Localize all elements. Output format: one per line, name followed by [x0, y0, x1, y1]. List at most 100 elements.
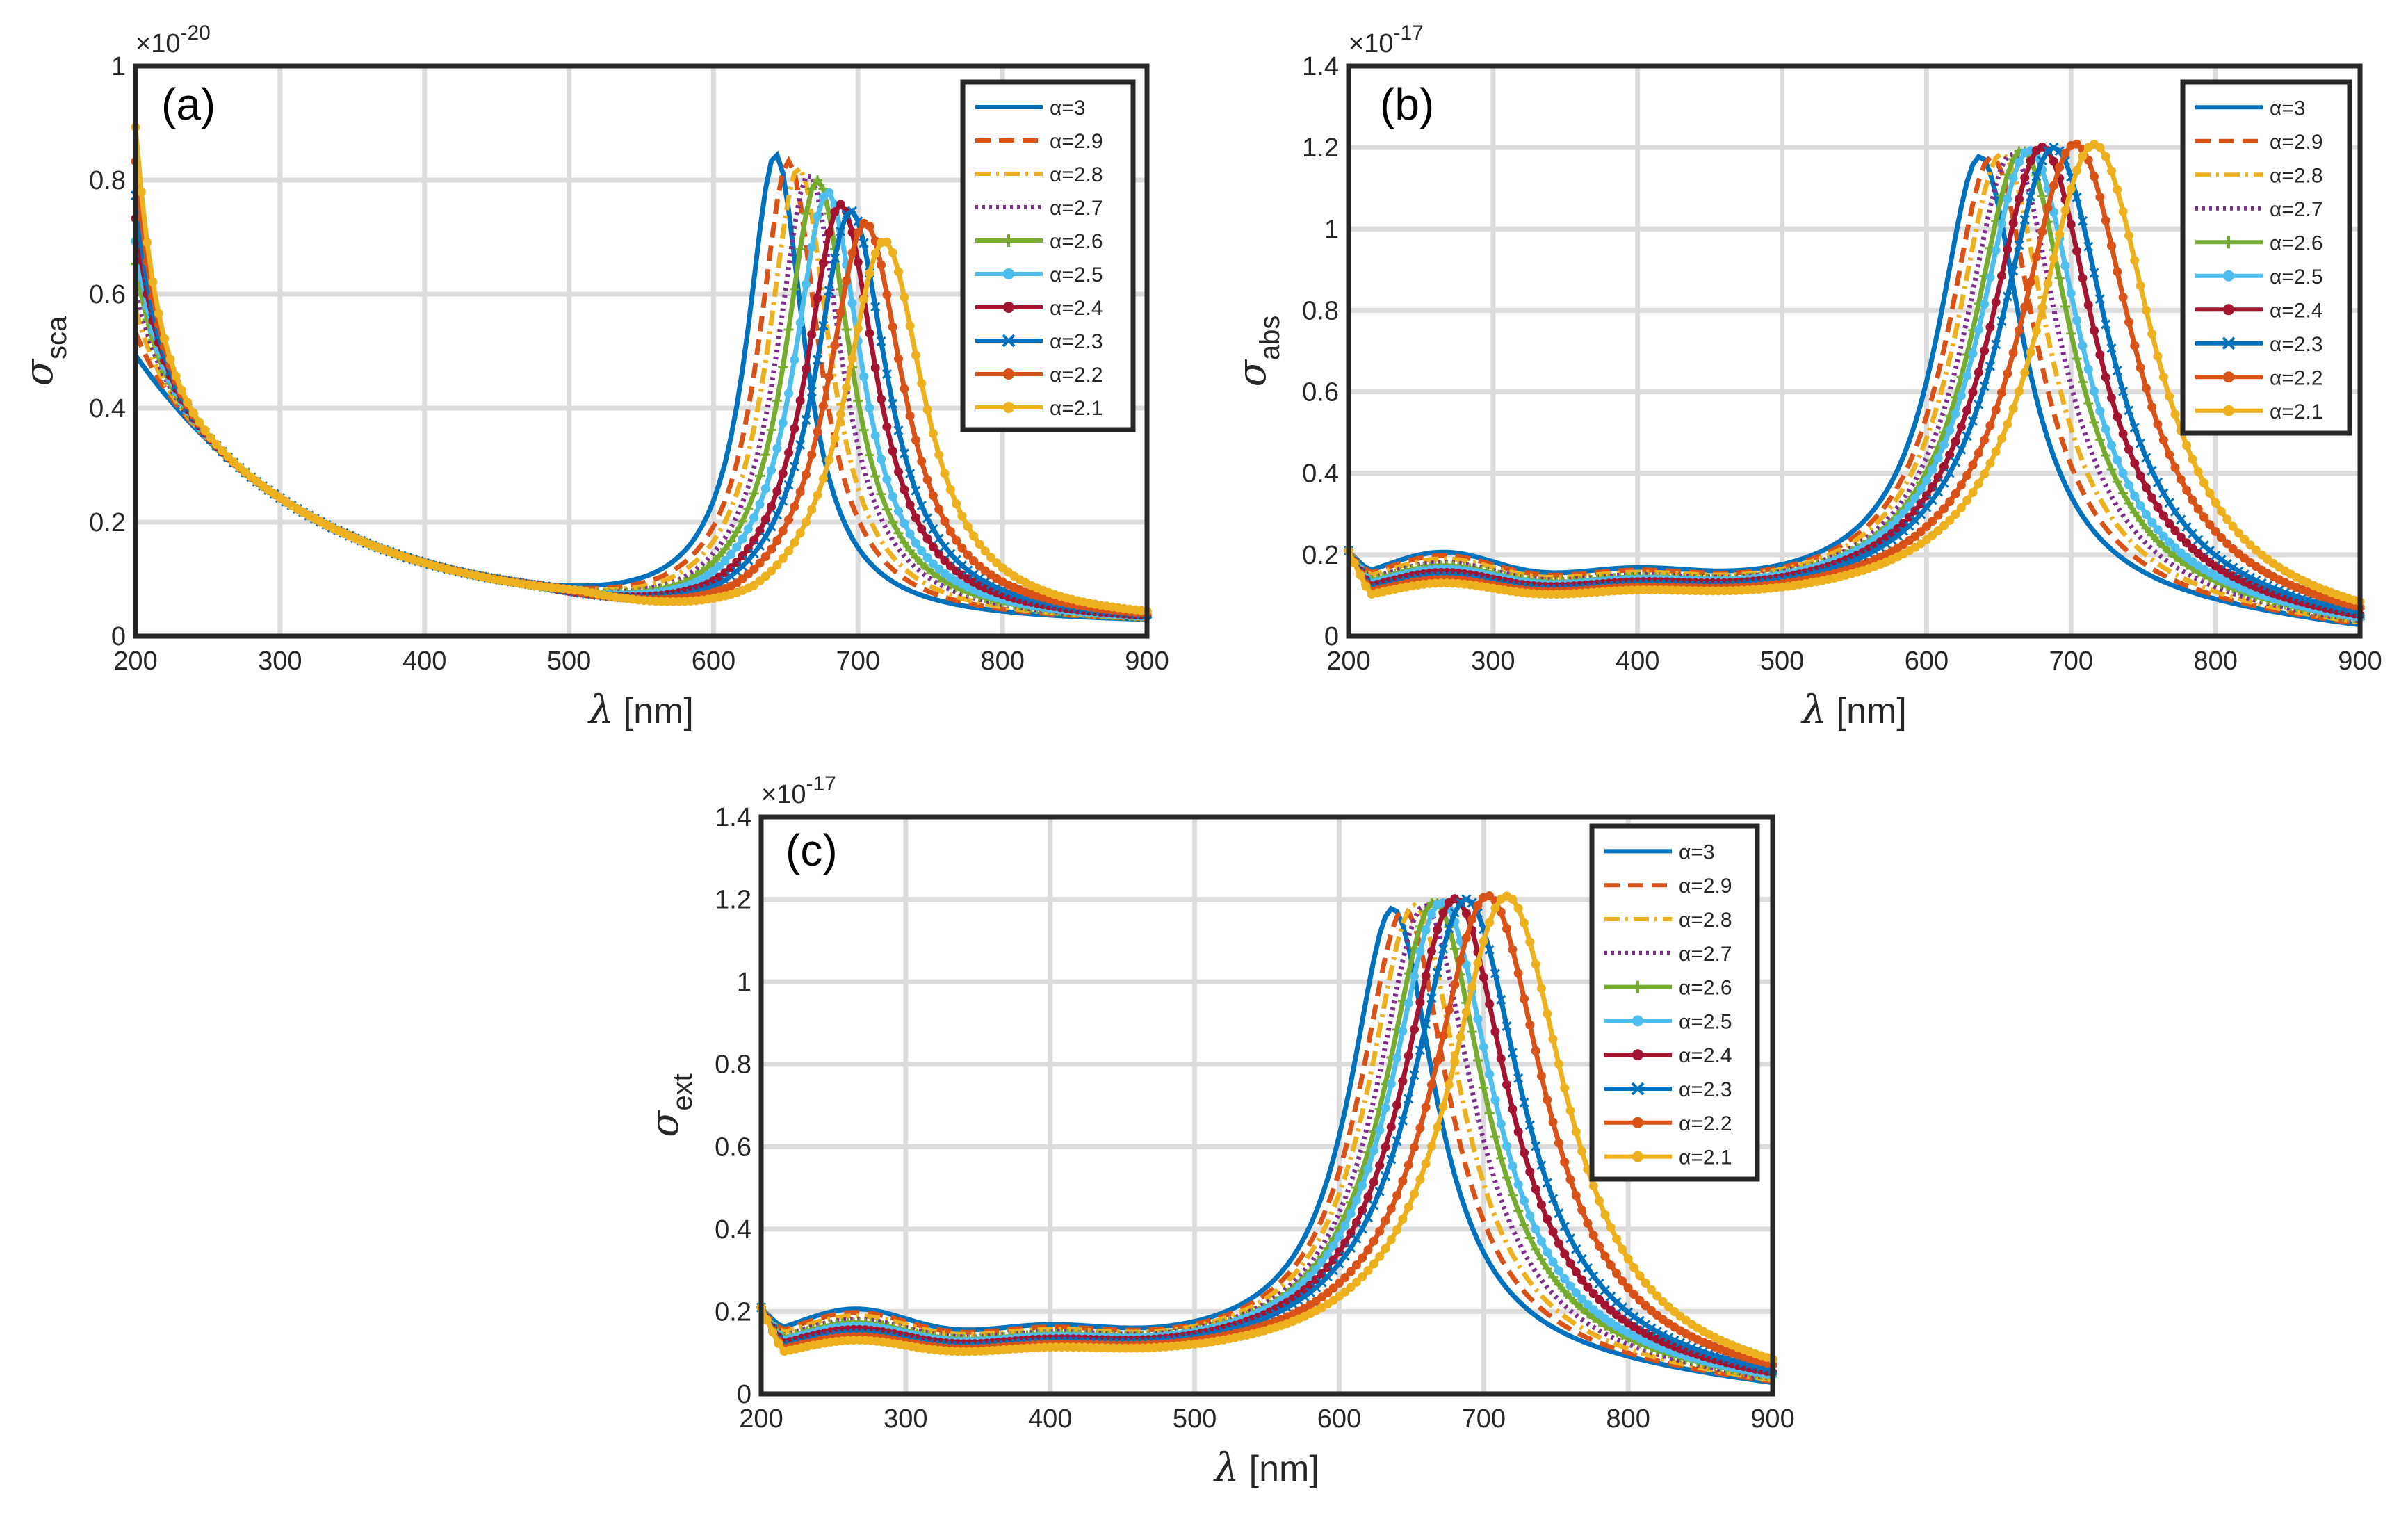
- series-marker-10: [975, 539, 984, 549]
- series-marker-5: [760, 450, 771, 460]
- series-marker-5: [870, 471, 881, 482]
- series-marker-6: [870, 430, 880, 440]
- series-marker-6: [928, 559, 938, 569]
- series-marker-7: [2182, 538, 2192, 548]
- series-marker-9: [2222, 539, 2232, 549]
- series-marker-10: [1588, 1181, 1598, 1191]
- series-marker-8: [801, 414, 811, 425]
- x-tick-label: 300: [884, 1404, 927, 1434]
- series-marker-10: [2234, 528, 2243, 538]
- series-marker-9: [1426, 1080, 1436, 1089]
- series-marker-5: [2060, 301, 2070, 311]
- series-marker-6: [917, 546, 927, 556]
- series-marker-10: [2165, 391, 2174, 401]
- series-marker-8: [1374, 1186, 1385, 1196]
- series-marker-9: [911, 435, 920, 445]
- plot-frame: [758, 814, 1775, 1397]
- series-marker-8: [836, 226, 846, 236]
- series-marker-8: [974, 573, 984, 583]
- series-marker-7: [1951, 437, 1960, 446]
- series-marker-7: [922, 534, 932, 544]
- series-marker-5: [2072, 354, 2082, 364]
- series-marker-8: [1432, 967, 1442, 977]
- series-marker-5: [766, 425, 776, 435]
- panel-c-extinction: 200 300 400 500 600 700 800 900 0 0.2 0.4 0.6 0.8 1 1.…: [642, 772, 1795, 1491]
- series-marker-5: [1467, 1027, 1477, 1037]
- series-marker-6: [1496, 1119, 1506, 1129]
- x-tick-label: 600: [1317, 1404, 1361, 1434]
- series-marker-5: [916, 558, 927, 569]
- legend-label: α=2.9: [1050, 130, 1103, 153]
- series-marker-5: [928, 568, 938, 578]
- series-marker-6: [1502, 1141, 1512, 1151]
- series-marker-8: [893, 425, 904, 436]
- series-marker-10: [2199, 478, 2209, 488]
- series-marker-6: [2124, 480, 2133, 490]
- x-axis-label: λ [nm]: [1800, 688, 1907, 733]
- series-marker-8: [772, 510, 782, 520]
- series-marker-10: [1577, 1146, 1587, 1156]
- series-marker-6: [1939, 440, 1949, 450]
- legend-label: α=3: [2270, 97, 2306, 120]
- series-marker-10: [859, 294, 869, 304]
- series-marker-8: [870, 302, 881, 312]
- series-marker-7: [1531, 1184, 1540, 1194]
- x-tick-label: 900: [1125, 647, 1169, 676]
- series-marker-6: [1921, 476, 1931, 485]
- series-marker-7: [1386, 1122, 1396, 1132]
- series-marker-8: [1513, 1073, 1524, 1084]
- series-marker-10: [767, 566, 776, 576]
- series-marker-9: [1928, 517, 1937, 526]
- series-marker-5: [911, 552, 921, 562]
- series-marker-7: [836, 200, 845, 209]
- series-marker-10: [945, 485, 955, 494]
- series-marker-10: [1968, 487, 1978, 497]
- series-marker-10: [842, 382, 852, 392]
- series-marker-7: [1311, 1275, 1321, 1285]
- series-marker-10: [154, 309, 163, 318]
- series-marker-8: [922, 513, 933, 524]
- series-marker-6: [1508, 1161, 1518, 1171]
- series-marker-9: [1531, 1046, 1540, 1056]
- series-marker-6: [795, 318, 805, 327]
- legend-label: α=2.6: [1679, 977, 1732, 1000]
- series-marker-6: [1386, 1079, 1396, 1089]
- series-marker-10: [223, 452, 233, 462]
- legend-marker: [2223, 371, 2234, 383]
- series-marker-8: [789, 461, 799, 471]
- y-axis-symbol: σ: [17, 358, 62, 386]
- y-exponent-power: -20: [180, 22, 210, 44]
- series-marker-9: [784, 514, 794, 524]
- y-tick-label: 1.2: [715, 886, 751, 915]
- series-marker-10: [218, 446, 227, 455]
- series-marker-5: [2136, 515, 2146, 526]
- series-line-1: [759, 905, 1773, 1386]
- series-marker-9: [1565, 1175, 1575, 1185]
- series-marker-8: [766, 521, 776, 532]
- series-marker-5: [2106, 464, 2117, 475]
- series-marker-5: [738, 516, 747, 526]
- series-marker-8: [2239, 569, 2250, 580]
- series-marker-8: [2008, 266, 2019, 276]
- series-marker-9: [1410, 1142, 1419, 1152]
- series-marker-8: [1294, 1295, 1304, 1306]
- series-marker-9: [2205, 520, 2215, 530]
- series-marker-5: [720, 544, 731, 554]
- series-marker-9: [830, 341, 840, 350]
- series-marker-10: [807, 505, 817, 514]
- y-tick-label: 0: [1324, 622, 1339, 651]
- series-marker-6: [715, 561, 724, 571]
- series-marker-10: [200, 425, 210, 435]
- series-marker-7: [2141, 482, 2151, 492]
- series-marker-9: [847, 248, 857, 258]
- series-marker-6: [1346, 1209, 1356, 1219]
- x-axis-symbol: λ: [1213, 1445, 1239, 1491]
- series-marker-9: [1525, 1020, 1535, 1030]
- series-marker-9: [2158, 435, 2168, 445]
- series-marker-5: [2083, 398, 2094, 409]
- series-marker-8: [1519, 1097, 1529, 1108]
- series-marker-7: [1571, 1267, 1581, 1277]
- series-marker-5: [1496, 1153, 1506, 1164]
- series-marker-10: [206, 432, 215, 442]
- series-marker-10: [1490, 903, 1500, 913]
